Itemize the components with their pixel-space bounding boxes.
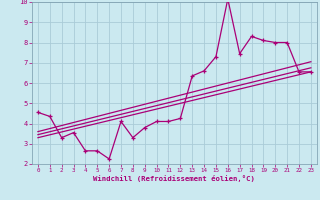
X-axis label: Windchill (Refroidissement éolien,°C): Windchill (Refroidissement éolien,°C) [93,175,255,182]
